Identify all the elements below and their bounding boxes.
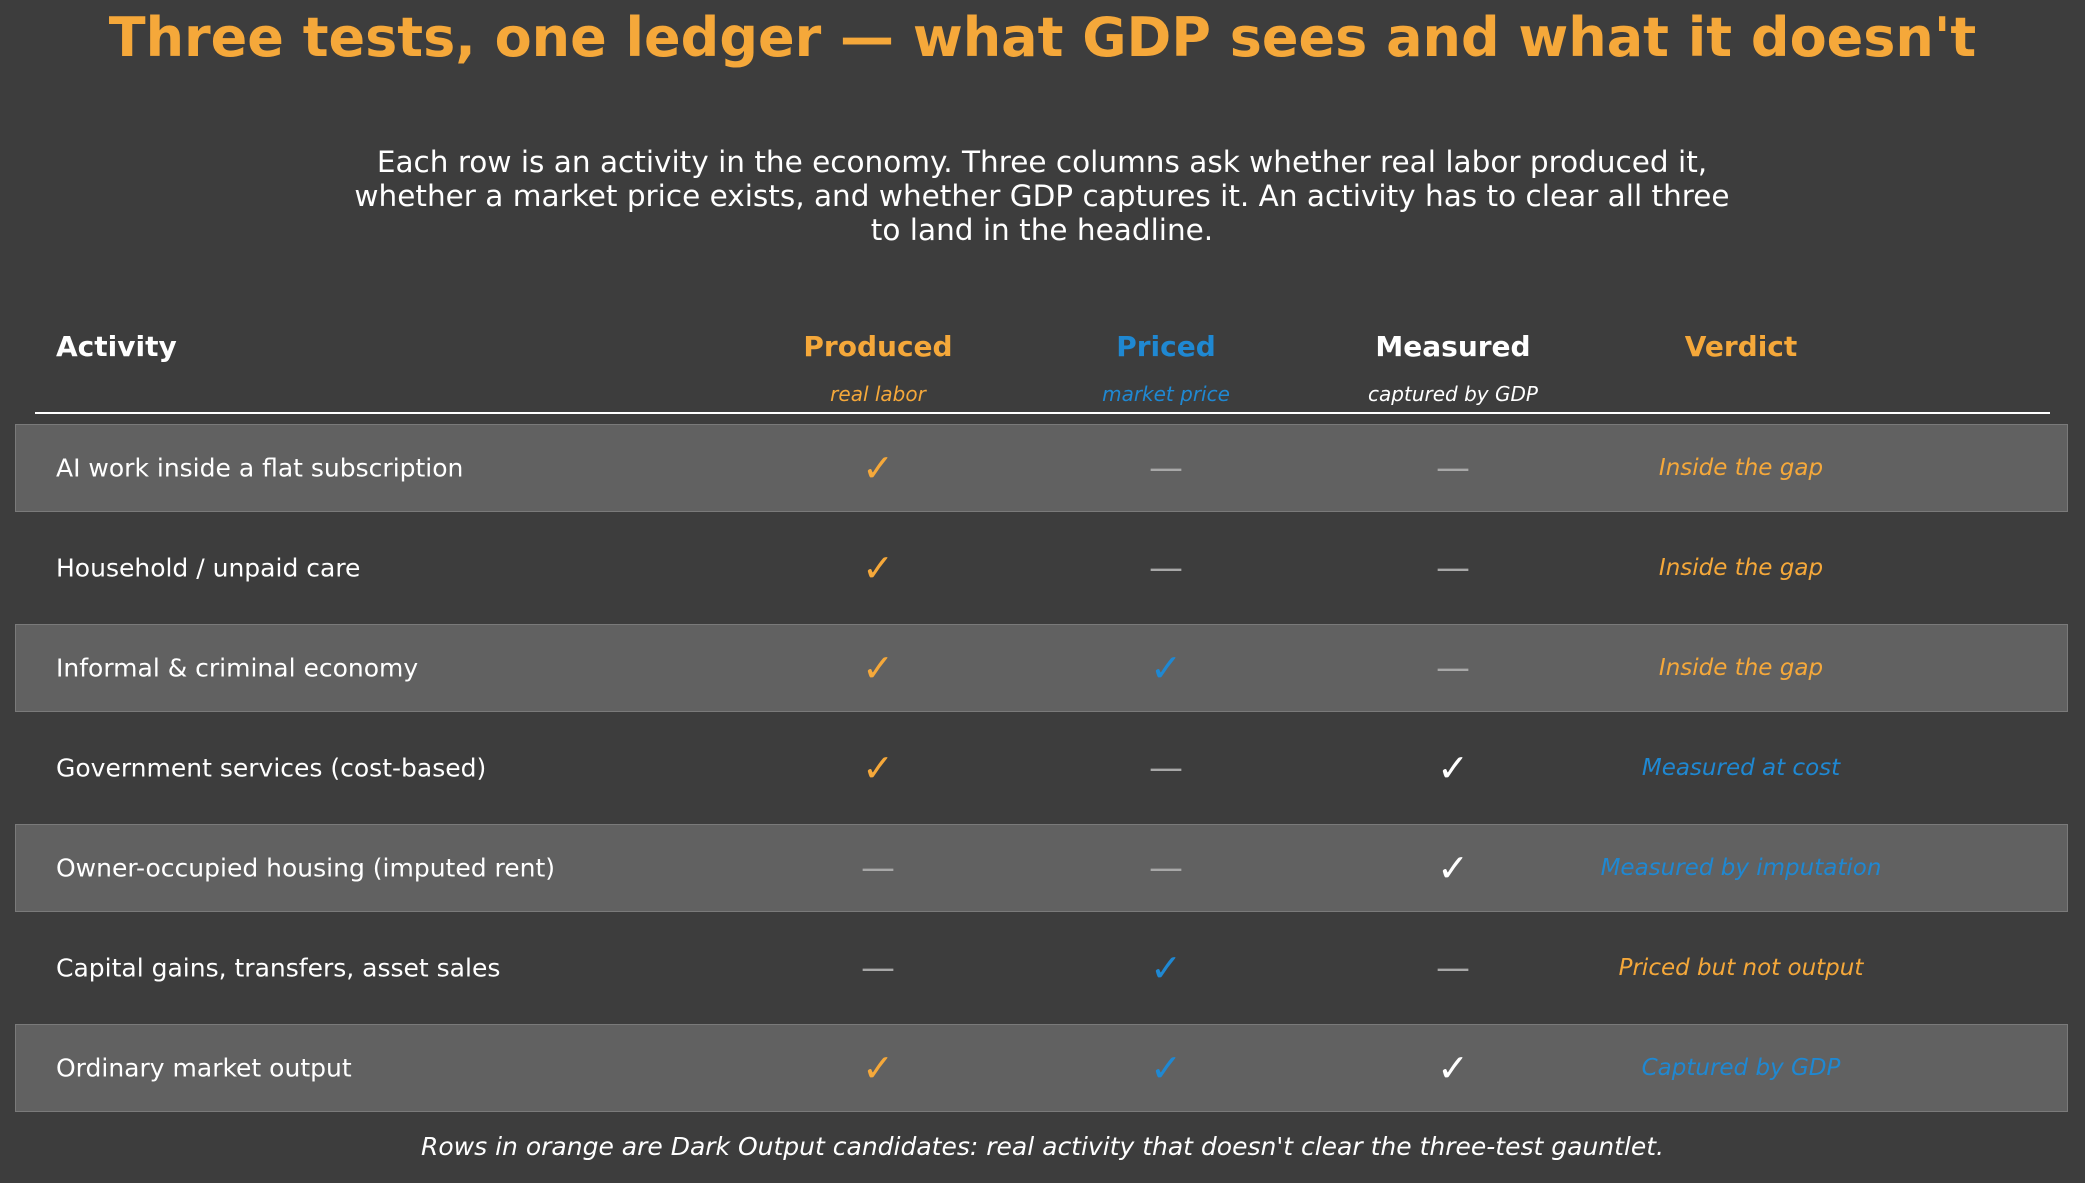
- row-label-activity: AI work inside a flat subscription: [56, 453, 464, 483]
- column-sublabel-produced: real labor: [830, 382, 926, 406]
- row-label-activity: Government services (cost-based): [56, 753, 487, 783]
- check-mark-priced: ✓: [1150, 646, 1182, 690]
- row-verdict: Inside the gap: [1658, 455, 1824, 481]
- column-sublabel-priced: market price: [1102, 382, 1230, 406]
- dash-mark-produced: —: [861, 948, 895, 988]
- dash-mark-produced: —: [861, 848, 895, 888]
- column-header-measured: Measured: [1375, 330, 1531, 363]
- column-header-activity: Activity: [56, 330, 177, 363]
- row-verdict: Inside the gap: [1658, 555, 1824, 581]
- column-header-priced: Priced: [1116, 330, 1216, 363]
- chart-subtitle: Each row is an activity in the economy. …: [354, 145, 1730, 247]
- column-header-produced: Produced: [803, 330, 953, 363]
- row-label-activity: Owner-occupied housing (imputed rent): [56, 853, 556, 883]
- dash-mark-measured: —: [1436, 948, 1470, 988]
- row-band: [15, 1024, 2068, 1112]
- row-verdict: Measured by imputation: [1600, 855, 1882, 881]
- check-mark-produced: ✓: [862, 546, 894, 590]
- row-label-activity: Household / unpaid care: [56, 553, 361, 583]
- check-mark-produced: ✓: [862, 646, 894, 690]
- dash-mark-measured: —: [1436, 648, 1470, 688]
- check-mark-produced: ✓: [862, 746, 894, 790]
- column-sublabel-measured: captured by GDP: [1368, 382, 1538, 406]
- row-band: [15, 824, 2068, 912]
- row-label-activity: Ordinary market output: [56, 1053, 352, 1083]
- row-band: [15, 424, 2068, 512]
- chart-footer-note: Rows in orange are Dark Output candidate…: [421, 1132, 1664, 1161]
- dash-mark-priced: —: [1149, 848, 1183, 888]
- row-label-activity: Informal & criminal economy: [56, 653, 419, 683]
- row-verdict: Inside the gap: [1658, 655, 1824, 681]
- row-verdict: Captured by GDP: [1641, 1055, 1841, 1081]
- row-label-activity: Capital gains, transfers, asset sales: [56, 953, 501, 983]
- chart-title: Three tests, one ledger — what GDP sees …: [108, 6, 1977, 69]
- check-mark-measured: ✓: [1437, 746, 1469, 790]
- check-mark-priced: ✓: [1150, 1046, 1182, 1090]
- dash-mark-priced: —: [1149, 448, 1183, 488]
- dash-mark-priced: —: [1149, 748, 1183, 788]
- check-mark-measured: ✓: [1437, 1046, 1469, 1090]
- check-mark-produced: ✓: [862, 1046, 894, 1090]
- row-band: [15, 624, 2068, 712]
- column-header-verdict: Verdict: [1684, 330, 1798, 363]
- dash-mark-measured: —: [1436, 448, 1470, 488]
- check-mark-measured: ✓: [1437, 846, 1469, 890]
- dash-mark-priced: —: [1149, 548, 1183, 588]
- header-rule: [35, 412, 2050, 414]
- dash-mark-measured: —: [1436, 548, 1470, 588]
- row-verdict: Measured at cost: [1641, 755, 1841, 781]
- row-verdict: Priced but not output: [1618, 955, 1864, 981]
- check-mark-priced: ✓: [1150, 946, 1182, 990]
- check-mark-produced: ✓: [862, 446, 894, 490]
